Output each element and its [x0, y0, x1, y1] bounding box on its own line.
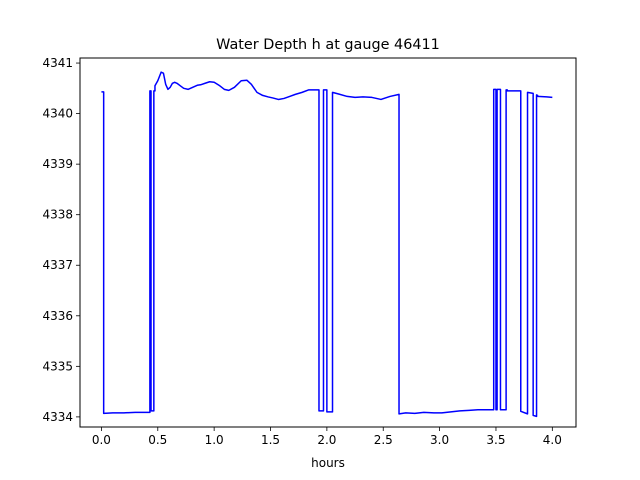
series-line-0 — [101, 71, 553, 418]
x-tick-label: 2.0 — [317, 433, 336, 447]
x-tick-label: 1.0 — [205, 433, 224, 447]
x-tick-label: 3.0 — [430, 433, 449, 447]
x-tick-label: 1.5 — [261, 433, 280, 447]
y-tick-label: 4341 — [42, 56, 73, 70]
y-tick-label: 4340 — [42, 107, 73, 121]
y-tick-label: 4334 — [42, 410, 73, 424]
x-tick-label: 4.0 — [543, 433, 562, 447]
y-tick-label: 4335 — [42, 359, 73, 373]
x-axis-label: hours — [311, 456, 345, 470]
chart-title: Water Depth h at gauge 46411 — [216, 37, 440, 53]
plot-area-frame — [79, 57, 577, 428]
y-tick-label: 4337 — [42, 258, 73, 272]
x-tick-label: 3.5 — [486, 433, 505, 447]
x-tick-label: 2.5 — [374, 433, 393, 447]
y-tick-label: 4339 — [42, 157, 73, 171]
y-tick-label: 4336 — [42, 309, 73, 323]
y-tick-label: 4338 — [42, 208, 73, 222]
x-tick-label: 0.0 — [92, 433, 111, 447]
y-axis-ticks: 4334 4335 4336 4337 4338 4339 4340 4341 — [42, 56, 80, 424]
plot-series-group — [101, 71, 553, 418]
x-tick-label: 0.5 — [148, 433, 167, 447]
x-axis-ticks: 0.0 0.5 1.0 1.5 2.0 2.5 3.0 3.5 4.0 — [92, 427, 562, 447]
